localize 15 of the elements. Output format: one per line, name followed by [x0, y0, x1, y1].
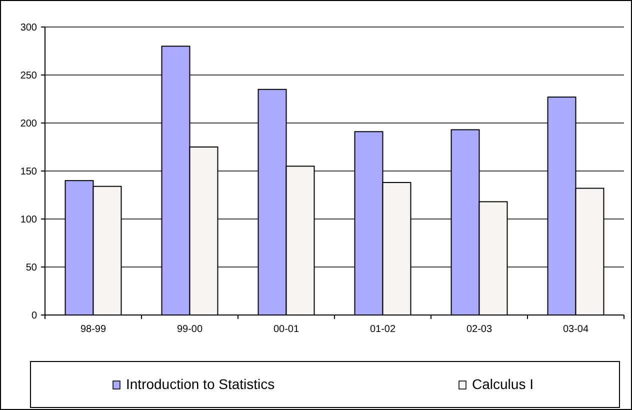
y-tick-label: 300	[20, 22, 38, 34]
y-tick-label: 200	[20, 118, 38, 130]
y-tick-label: 150	[20, 166, 38, 178]
x-tick-label: 02-03	[466, 324, 492, 335]
y-tick-label: 250	[20, 70, 38, 82]
y-tick-label: 0	[31, 310, 38, 322]
y-tick-label: 100	[20, 214, 38, 226]
legend-label: Calculus I	[472, 376, 534, 392]
x-tick-label: 01-02	[370, 324, 396, 335]
x-tick-label: 03-04	[562, 324, 589, 335]
x-tick-label: 99-00	[176, 324, 203, 335]
x-tick-label: 00-01	[273, 324, 300, 335]
y-tick-label: 50	[26, 262, 38, 274]
legend-label: Introduction to Statistics	[126, 376, 275, 392]
x-tick-label: 98-99	[80, 324, 106, 335]
